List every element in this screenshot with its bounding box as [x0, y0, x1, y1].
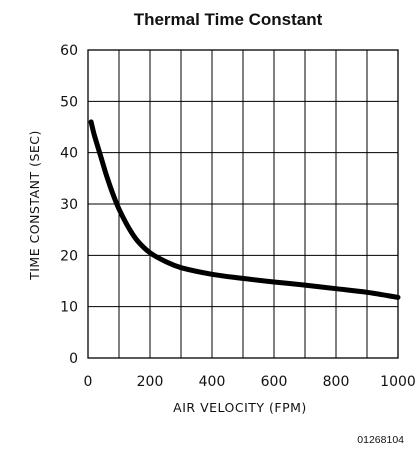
plot-frame — [87, 49, 399, 359]
chart-title: Thermal Time Constant — [134, 10, 323, 29]
grid — [88, 50, 398, 358]
figure-reference: 01268104 — [357, 434, 404, 446]
y-tick-label: 0 — [69, 351, 78, 367]
x-tick-label: 800 — [323, 374, 350, 390]
y-tick-label: 60 — [60, 43, 78, 59]
y-tick-label: 40 — [60, 146, 78, 162]
x-tick-label: 1000 — [380, 374, 416, 390]
x-tick-labels: 0 200 400 600 800 1000 — [84, 374, 416, 390]
y-axis-label: TIME CONSTANT (SEC) — [27, 130, 42, 281]
x-tick-label: 600 — [261, 374, 288, 390]
x-axis-label: AIR VELOCITY (FPM) — [173, 400, 307, 415]
y-tick-label: 20 — [60, 248, 78, 264]
y-tick-label: 50 — [60, 94, 78, 110]
x-tick-label: 200 — [137, 374, 164, 390]
x-tick-label: 0 — [84, 374, 93, 390]
x-tick-label: 400 — [199, 374, 226, 390]
y-tick-label: 30 — [60, 197, 78, 213]
y-tick-labels: 0 10 20 30 40 50 60 — [60, 43, 78, 367]
series-line — [88, 119, 401, 300]
y-tick-label: 10 — [60, 300, 78, 316]
